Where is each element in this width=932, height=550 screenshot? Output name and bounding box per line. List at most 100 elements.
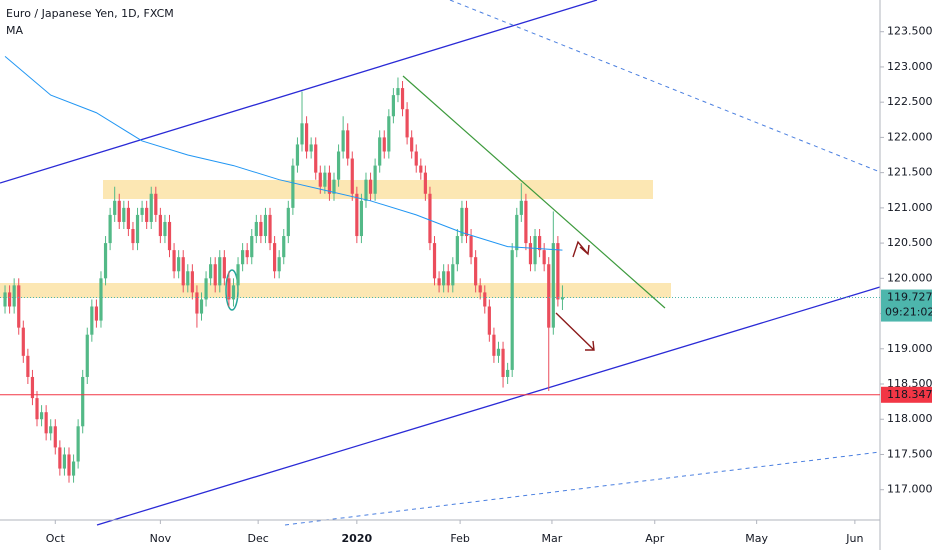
- candle-body: [154, 193, 158, 215]
- candle-body: [387, 116, 391, 152]
- y-tick-label: 120.000: [887, 271, 932, 284]
- candle-body: [451, 264, 455, 286]
- resistance-zone: [103, 180, 653, 199]
- down-trendline: [402, 75, 666, 309]
- candle-body: [506, 369, 510, 377]
- candle-body: [350, 158, 354, 194]
- candle-body: [195, 292, 199, 314]
- candle-body: [268, 214, 272, 244]
- ma-line: [4, 55, 563, 251]
- level-label-bg: [881, 386, 932, 403]
- candle-body: [432, 243, 437, 279]
- x-tick-label: Oct: [46, 532, 66, 545]
- candle-body: [122, 207, 126, 222]
- candle-body: [428, 193, 432, 244]
- candle-body: [108, 214, 112, 244]
- candle-body: [515, 214, 519, 251]
- candle-body: [419, 165, 423, 173]
- candle-body: [254, 221, 258, 237]
- y-tick-label: 118.000: [887, 412, 932, 425]
- candles: [3, 77, 565, 483]
- x-tick-label: Feb: [450, 532, 469, 545]
- candle-body: [227, 278, 231, 300]
- candle-body: [487, 306, 491, 335]
- candle-body: [364, 179, 368, 201]
- candle-body: [455, 236, 459, 265]
- candle-body: [341, 130, 345, 152]
- candle-body: [560, 297, 565, 300]
- candle-body: [524, 200, 528, 244]
- candle-body: [12, 285, 16, 307]
- y-tick-label: 119.000: [887, 342, 932, 355]
- candle-body: [460, 207, 464, 237]
- candle-body: [204, 278, 208, 300]
- y-tick-label: 123.500: [887, 25, 932, 38]
- candle-body: [469, 236, 473, 258]
- y-tick-label: 117.000: [887, 483, 932, 496]
- candle-body: [355, 193, 359, 237]
- chart-title: Euro / Japanese Yen, 1D, FXCM: [6, 7, 174, 20]
- candle-body: [26, 355, 30, 377]
- level-label: 118.347: [887, 388, 932, 401]
- support-zone: [0, 283, 671, 298]
- candle-body: [135, 214, 140, 244]
- candle-body: [250, 236, 254, 258]
- candle-body: [231, 285, 236, 300]
- candle-body: [53, 426, 57, 448]
- candle-body: [245, 250, 249, 258]
- candle-body: [391, 95, 395, 117]
- last-price-label: 119.727: [887, 291, 932, 304]
- channel-upper: [0, 0, 598, 184]
- candle-body: [140, 207, 144, 215]
- candle-body: [58, 447, 62, 469]
- x-tick-label: Jun: [845, 532, 863, 545]
- candle-body: [145, 207, 149, 222]
- arrow-up: [572, 240, 590, 258]
- candle-body: [378, 137, 382, 166]
- candle-body: [533, 236, 537, 265]
- candle-body: [67, 454, 71, 476]
- candle-body: [483, 292, 487, 307]
- legend-entry: MA: [6, 24, 23, 37]
- candle-body: [30, 376, 35, 399]
- candle-body: [117, 200, 121, 222]
- candle-body: [181, 257, 185, 286]
- arrow-down: [555, 312, 595, 351]
- candle-body: [496, 348, 501, 356]
- candle-body: [35, 398, 39, 420]
- y-tick-label: 121.500: [887, 166, 932, 179]
- candle-body: [414, 151, 418, 166]
- candle-body: [131, 228, 135, 244]
- candle-body: [474, 257, 478, 286]
- candle-body: [39, 412, 44, 420]
- y-tick-label: 121.000: [887, 201, 932, 214]
- candle-body: [177, 257, 181, 272]
- candle-body: [291, 165, 295, 208]
- candle-body: [113, 200, 117, 215]
- x-tick-label: Dec: [248, 532, 269, 545]
- y-tick-label: 122.500: [887, 95, 932, 108]
- candle-body: [318, 172, 322, 187]
- candle-body: [222, 257, 226, 279]
- candle-body: [17, 285, 21, 328]
- candle-body: [556, 243, 560, 300]
- candle-body: [410, 137, 414, 152]
- x-tick-label: 2020: [342, 532, 373, 545]
- candle-body: [423, 172, 427, 194]
- countdown-label: 09:21:02: [885, 306, 932, 319]
- candle-body: [263, 214, 268, 237]
- x-tick-label: Apr: [645, 532, 665, 545]
- x-tick-label: Mar: [542, 532, 563, 545]
- candle-body: [464, 207, 469, 237]
- candle-body: [538, 236, 542, 251]
- candle-body: [199, 299, 204, 314]
- candle-body: [218, 257, 222, 286]
- candle-body: [163, 221, 167, 237]
- candle-body: [405, 109, 409, 138]
- candle-body: [295, 144, 300, 166]
- candle-body: [304, 123, 309, 152]
- candle-body: [492, 334, 496, 356]
- candle-body: [368, 179, 373, 194]
